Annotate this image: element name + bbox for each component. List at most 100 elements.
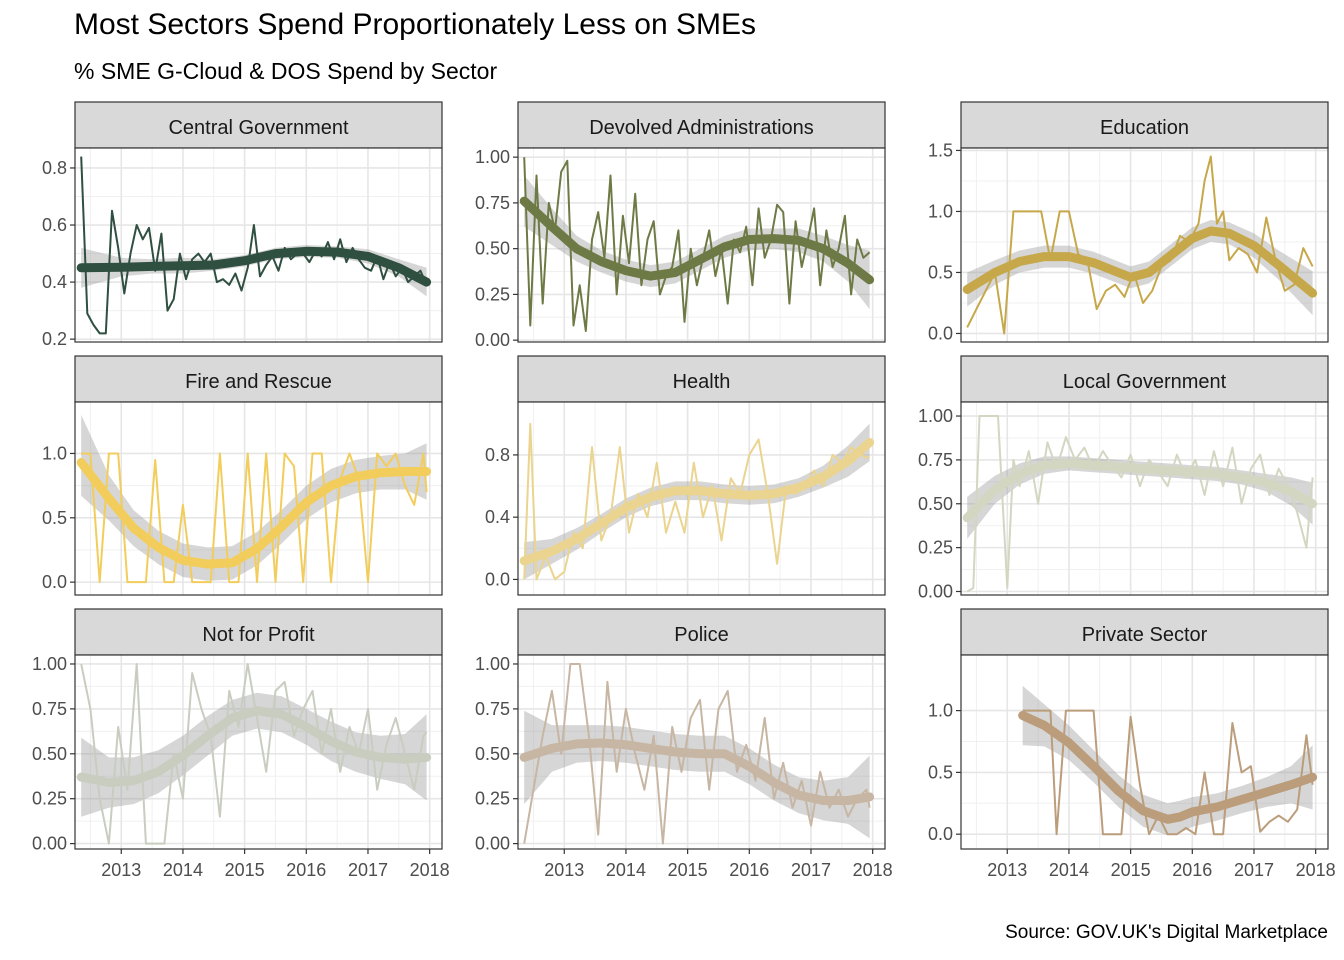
smooth-line (76, 706, 432, 787)
panel-border (960, 401, 1329, 596)
series-line (523, 663, 871, 845)
panel-strip (960, 608, 1329, 656)
y-tick-label: 0.75 (918, 450, 953, 470)
series-line (81, 452, 428, 584)
panel-strip-label: Not for Profit (202, 624, 315, 646)
y-tick-label: 0.5 (928, 262, 953, 282)
x-tick-label: 2018 (853, 860, 893, 880)
smooth-line (76, 458, 432, 569)
panel: Health 0.0 0.4 0.8 (485, 355, 886, 596)
y-tick-label: 0.50 (918, 494, 953, 514)
series-line (966, 155, 1314, 335)
panel: Local Government 0.00 0.25 0.50 0.75 1.00 (918, 355, 1329, 601)
panel-strip (960, 101, 1329, 149)
y-tick-label: 1.00 (475, 654, 510, 674)
y-tick-label: 0.25 (475, 284, 510, 304)
series-line (523, 157, 871, 332)
y-tick-label: 0.4 (42, 272, 67, 292)
panel-border (517, 654, 886, 850)
x-tick-label: 2014 (606, 860, 646, 880)
panel-background (518, 402, 885, 595)
x-tick-label: 2015 (225, 860, 265, 880)
panel-strip-label: Devolved Administrations (589, 117, 814, 139)
y-tick-label: 0.4 (485, 507, 510, 527)
panel-data (519, 422, 875, 581)
panel-background (961, 148, 1328, 342)
x-tick-label: 2014 (163, 860, 203, 880)
y-tick-label: 1.0 (42, 443, 67, 463)
panel-border (960, 654, 1329, 850)
y-tick-label: 0.6 (42, 215, 67, 235)
x-tick-label: 2018 (1296, 860, 1336, 880)
y-tick-label: 0.25 (918, 538, 953, 558)
panel-data (519, 157, 875, 332)
x-tick-label: 2017 (791, 860, 831, 880)
panel-strip-label: Police (674, 624, 728, 646)
confidence-band (81, 692, 427, 817)
y-tick-label: 0.75 (475, 699, 510, 719)
panel: Devolved Administrations 0.00 0.25 0.50 0.75… (475, 101, 886, 350)
panel-strip-label: Education (1100, 117, 1189, 139)
panel-data (76, 663, 432, 845)
panel-strip (74, 355, 443, 403)
y-tick-label: 0.0 (928, 824, 953, 844)
y-tick-label: 0.0 (485, 569, 510, 589)
y-tick-label: 1.0 (928, 201, 953, 221)
panel-strip-label: Private Sector (1082, 624, 1208, 646)
panel-border (74, 654, 443, 850)
panel-data (1018, 685, 1318, 836)
y-tick-label: 1.00 (475, 147, 510, 167)
x-tick-label: 2015 (668, 860, 708, 880)
x-tick-label: 2017 (348, 860, 388, 880)
y-tick-label: 0.8 (42, 158, 67, 178)
panel-background (75, 655, 442, 849)
panel-background (961, 655, 1328, 849)
panel-background (961, 402, 1328, 595)
panel-strip-label: Health (673, 371, 731, 393)
panel-border (74, 147, 443, 343)
panel-data (519, 663, 875, 845)
panel-strip-label: Central Government (168, 117, 349, 139)
series-line (80, 156, 428, 335)
y-tick-label: 0.00 (918, 581, 953, 601)
y-tick-label: 0.5 (928, 762, 953, 782)
panel-border (74, 401, 443, 596)
x-tick-label: 2013 (101, 860, 141, 880)
panel: Central Government 0.2 0.4 0.6 0.8 (42, 101, 443, 349)
panel-data (76, 414, 432, 584)
panel: Police 0.00 0.25 0.50 0.75 1.00 2013 2014 2015 20… (475, 608, 893, 880)
x-tick-label: 2016 (286, 860, 326, 880)
y-tick-label: 1.00 (32, 654, 67, 674)
x-tick-label: 2016 (729, 860, 769, 880)
y-tick-label: 1.00 (918, 406, 953, 426)
panel-strip (517, 101, 886, 149)
y-tick-label: 0.00 (475, 330, 510, 350)
smooth-line (962, 226, 1318, 298)
panel: Not for Profit 0.00 0.25 0.50 0.75 1.00 2013 20… (32, 608, 450, 880)
series-line (1022, 709, 1314, 836)
panel-data (962, 415, 1318, 593)
y-tick-label: 0.5 (42, 508, 67, 528)
smooth-line (962, 458, 1318, 523)
y-tick-label: 0.00 (32, 834, 67, 854)
x-tick-label: 2017 (1234, 860, 1274, 880)
y-tick-label: 0.75 (32, 699, 67, 719)
x-tick-label: 2013 (544, 860, 584, 880)
x-tick-label: 2018 (410, 860, 450, 880)
y-tick-label: 0.50 (475, 239, 510, 259)
smooth-line (519, 196, 875, 285)
x-tick-label: 2014 (1049, 860, 1089, 880)
y-tick-label: 1.5 (928, 140, 953, 160)
panel: Private Sector 0.0 0.5 1.0 2013 2014 2015 2016 2… (928, 608, 1336, 880)
panel-strip-label: Fire and Rescue (185, 371, 332, 393)
y-tick-label: 0.25 (475, 789, 510, 809)
panel: Fire and Rescue 0.0 0.5 1.0 (42, 355, 443, 596)
panel-strip-label: Local Government (1063, 371, 1227, 393)
y-tick-label: 1.0 (928, 701, 953, 721)
chart-title: Most Sectors Spend Proportionately Less … (74, 8, 757, 41)
confidence-band (81, 245, 427, 297)
panel-border (517, 147, 886, 343)
panel-data (962, 155, 1318, 335)
y-tick-label: 0.25 (32, 789, 67, 809)
